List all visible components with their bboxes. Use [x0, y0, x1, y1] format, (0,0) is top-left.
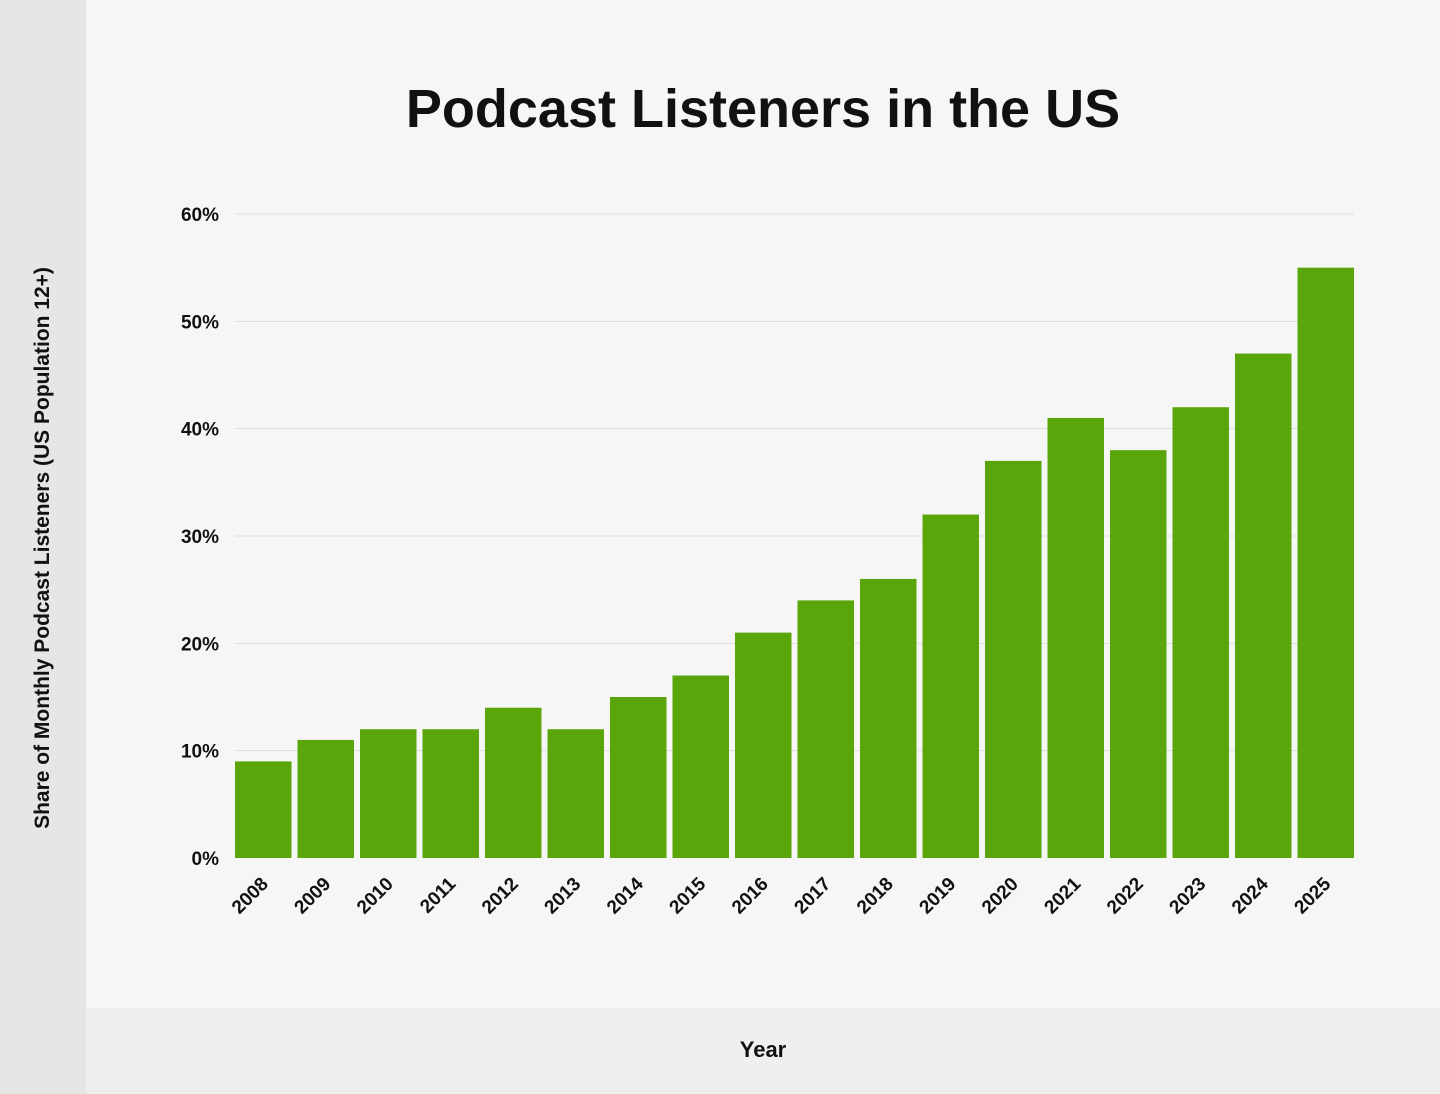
bar-2015 [672, 675, 729, 858]
y-tick-label: 0% [192, 849, 220, 870]
bar-2024 [1235, 353, 1292, 858]
x-tick-label: 2023 [1166, 874, 1211, 919]
bottom-panel [86, 1008, 1440, 1094]
x-tick-label: 2015 [666, 873, 711, 918]
x-tick-label: 2012 [478, 874, 523, 919]
x-tick-label: 2016 [728, 874, 773, 919]
y-tick-label: 20% [181, 634, 219, 655]
bar-2021 [1047, 417, 1104, 858]
bar-2018 [860, 578, 917, 858]
x-tick-label: 2019 [916, 874, 961, 919]
left-panel [0, 0, 86, 1094]
x-axis-label: Year [739, 1037, 787, 1062]
x-tick-label: 2022 [1103, 874, 1148, 919]
y-tick-label: 60% [181, 205, 219, 226]
x-tick-label: 2013 [541, 874, 586, 919]
x-tick-label: 2025 [1291, 873, 1336, 918]
x-tick-label: 2008 [228, 874, 273, 919]
bar-2019 [922, 514, 979, 858]
x-tick-label: 2011 [416, 873, 460, 917]
bar-2022 [1110, 450, 1167, 858]
x-tick-label: 2009 [291, 874, 336, 919]
x-tick-label: 2014 [603, 873, 648, 918]
x-tick-label: 2024 [1228, 873, 1273, 918]
bar-2023 [1172, 407, 1229, 858]
chart-title: Podcast Listeners in the US [405, 79, 1121, 139]
bar-2010 [360, 729, 417, 858]
bar-2013 [547, 729, 604, 858]
bar-2017 [797, 600, 854, 858]
y-tick-label: 30% [181, 527, 219, 548]
x-tick-label: 2021 [1041, 873, 1086, 918]
x-tick-label: 2010 [353, 874, 398, 919]
bar-2008 [235, 761, 292, 858]
bar-2014 [610, 697, 667, 858]
y-tick-label: 50% [181, 312, 219, 333]
bar-2012 [485, 707, 542, 858]
x-tick-label: 2017 [791, 874, 836, 919]
x-tick-label: 2018 [853, 874, 898, 919]
bar-2011 [422, 729, 479, 858]
y-tick-label: 10% [181, 742, 219, 763]
bar-2020 [985, 460, 1042, 858]
y-tick-label: 40% [181, 420, 219, 441]
bar-2016 [735, 632, 792, 858]
bar-2025 [1297, 267, 1354, 859]
x-tick-label: 2020 [978, 874, 1023, 919]
bar-2009 [297, 739, 354, 858]
